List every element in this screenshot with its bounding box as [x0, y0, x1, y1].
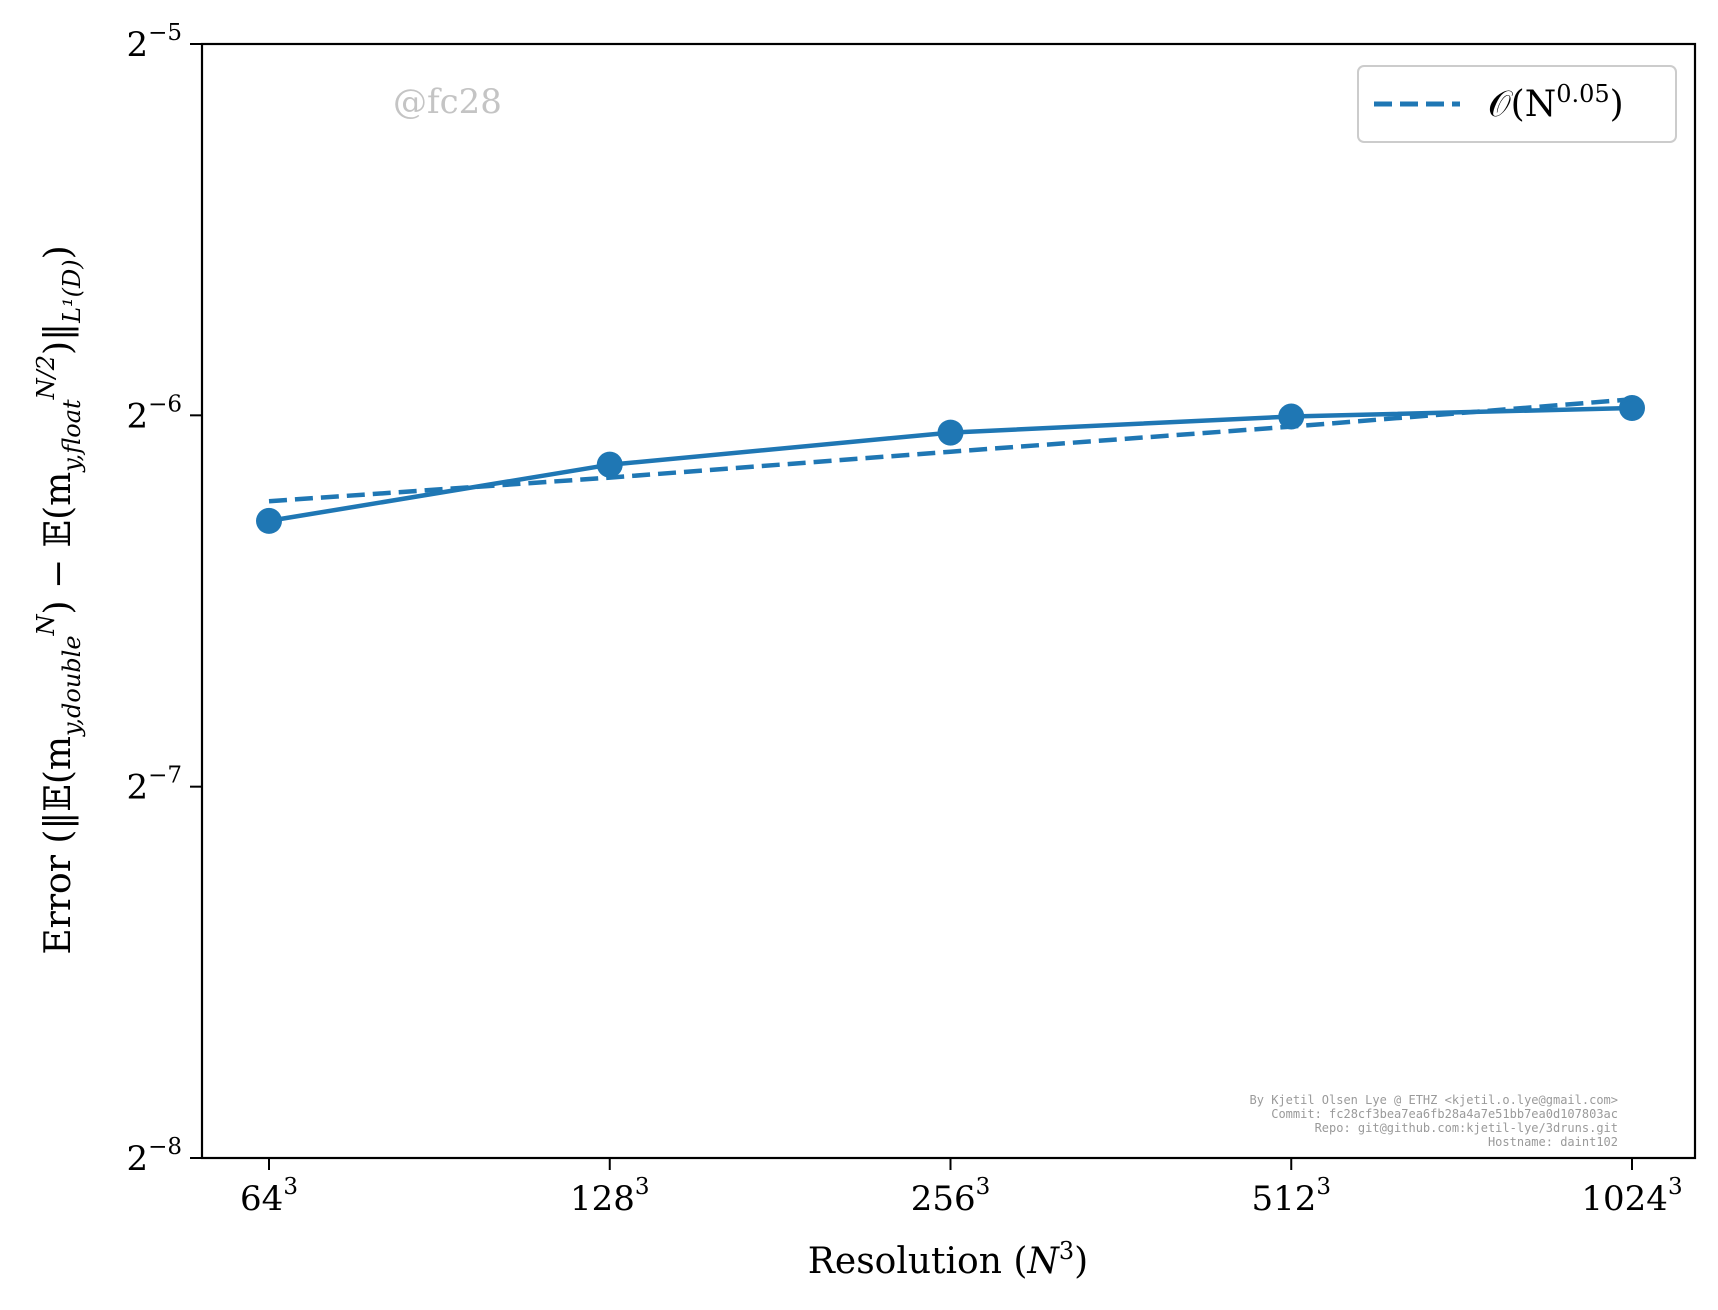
y-axis-label-sup1: N [32, 613, 60, 636]
x-tick-label: 643 [240, 1174, 298, 1219]
credit-line: Repo: git@github.com:kjetil-lye/3druns.g… [1315, 1121, 1618, 1135]
x-axis-label-text: Resolution ( [808, 1241, 1028, 1282]
x-tick-label: 1283 [570, 1174, 650, 1219]
legend-box [1357, 65, 1677, 143]
plot-frame [200, 42, 1697, 1160]
credit-line: Commit: fc28cf3bea7ea6fb28a4a7e51bb7ea0d… [1271, 1107, 1618, 1121]
series-point [1278, 403, 1305, 430]
y-axis-label-sub2: y,float [58, 399, 86, 473]
plot-area [200, 42, 1697, 1160]
legend-label-base: 𝒪(N [1488, 84, 1556, 125]
y-axis-label-sup2: N/2 [32, 355, 60, 400]
x-axis-label: Resolution (N3) [808, 1237, 1088, 1282]
series-point [256, 507, 282, 534]
y-axis-label-end: ) [38, 245, 79, 259]
y-tick-label: 2−5 [126, 20, 182, 65]
x-axis-label-sup: 3 [1059, 1237, 1074, 1265]
y-axis-ticks: 2−5 2−6 2−7 2−8 [126, 20, 202, 1179]
y-axis-label-tail: )‖ [38, 323, 79, 355]
y-tick-label: 2−8 [126, 1134, 182, 1179]
x-tick-label: 2563 [911, 1174, 991, 1219]
series-point [937, 419, 964, 446]
legend: 𝒪(N0.05) [1357, 65, 1677, 143]
y-tick-label: 2−6 [126, 391, 182, 436]
x-tick-label: 5123 [1251, 1174, 1331, 1219]
credit-line: Hostname: daint102 [1488, 1135, 1618, 1149]
x-axis-label-tail: ) [1074, 1241, 1088, 1282]
y-axis-label: Error (‖𝔼(my,doubleN) − 𝔼(my,floatN/2)‖L… [32, 245, 86, 954]
legend-label: 𝒪(N0.05) [1488, 80, 1624, 125]
y-tick-label: 2−7 [126, 763, 182, 808]
series-point [596, 451, 623, 478]
series-layer [256, 395, 1645, 534]
y-axis-label-text: Error (‖𝔼(m [38, 736, 79, 955]
reference-line-dashed [268, 397, 1633, 504]
x-axis-ticks: 643 1283 2563 5123 10243 [240, 1158, 1683, 1219]
credits: By Kjetil Olsen Lye @ ETHZ <kjetil.o.lye… [1250, 1093, 1618, 1149]
legend-label-tail: ) [1610, 84, 1624, 125]
y-axis-label-sub1: y,double [58, 635, 86, 737]
y-axis-label-sub3: L¹(D) [58, 259, 86, 324]
legend-label-sup: 0.05 [1556, 80, 1609, 108]
credit-line: By Kjetil Olsen Lye @ ETHZ <kjetil.o.lye… [1250, 1093, 1618, 1107]
watermark: @fc28 [393, 82, 502, 122]
x-axis-label-var: N [1026, 1241, 1060, 1282]
y-axis-label-mid: ) − 𝔼(m [38, 472, 79, 615]
x-tick-label: 10243 [1581, 1174, 1682, 1219]
